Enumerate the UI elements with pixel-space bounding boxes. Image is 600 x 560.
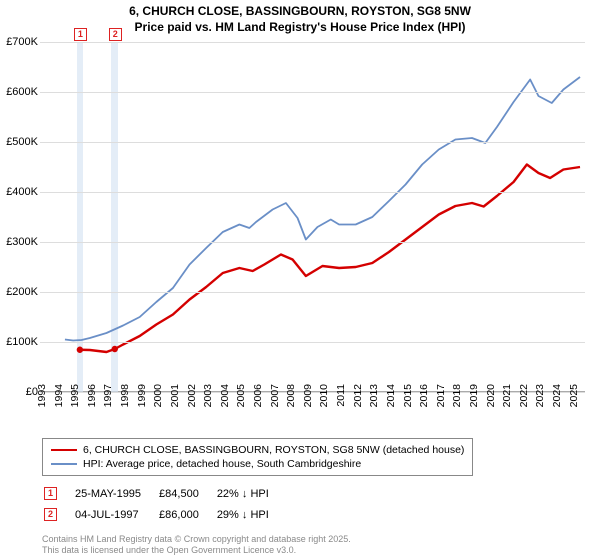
legend-label-hpi: HPI: Average price, detached house, Sout… [83,458,361,470]
sale-dot [112,346,118,352]
table-row: 1 25-MAY-1995 £84,500 22% ↓ HPI [44,484,285,503]
sale-delta: 22% ↓ HPI [217,484,285,503]
x-tick-label: 2003 [202,384,214,407]
legend: 6, CHURCH CLOSE, BASSINGBOURN, ROYSTON, … [42,438,473,476]
sale-price: £86,000 [159,505,215,524]
sale-marker-2: 2 [44,508,57,521]
y-tick-label: £300K [0,236,38,248]
chart-area: £0£100K£200K£300K£400K£500K£600K£700K199… [40,42,585,392]
x-tick-label: 2007 [269,384,281,407]
y-tick-label: £400K [0,186,38,198]
x-tick-label: 1998 [119,384,131,407]
sale-dot [77,347,83,353]
x-tick-label: 2017 [435,384,447,407]
x-tick-label: 2001 [169,384,181,407]
x-tick-label: 2018 [451,384,463,407]
chart-container: 6, CHURCH CLOSE, BASSINGBOURN, ROYSTON, … [0,0,600,560]
series-line-hpi [65,77,580,341]
y-tick-label: £200K [0,286,38,298]
x-tick-label: 2025 [568,384,580,407]
x-tick-label: 2005 [235,384,247,407]
attribution: Contains HM Land Registry data © Crown c… [42,534,351,556]
y-tick-label: £100K [0,336,38,348]
attribution-line-1: Contains HM Land Registry data © Crown c… [42,534,351,545]
legend-swatch-hpi [51,463,77,465]
x-tick-label: 2014 [385,384,397,407]
y-tick-label: £600K [0,86,38,98]
x-tick-label: 1997 [102,384,114,407]
legend-row-price-paid: 6, CHURCH CLOSE, BASSINGBOURN, ROYSTON, … [51,443,464,457]
x-tick-label: 1995 [69,384,81,407]
sale-date: 04-JUL-1997 [75,505,157,524]
x-tick-label: 2023 [534,384,546,407]
chart-marker-2: 2 [109,28,122,41]
sale-price: £84,500 [159,484,215,503]
sale-marker-1: 1 [44,487,57,500]
sale-delta: 29% ↓ HPI [217,505,285,524]
x-tick-label: 2006 [252,384,264,407]
x-tick-label: 1993 [36,384,48,407]
plot-svg [40,42,585,392]
y-tick-label: £700K [0,36,38,48]
chart-marker-1: 1 [74,28,87,41]
x-tick-label: 1996 [86,384,98,407]
x-tick-label: 2002 [186,384,198,407]
table-row: 2 04-JUL-1997 £86,000 29% ↓ HPI [44,505,285,524]
legend-row-hpi: HPI: Average price, detached house, Sout… [51,457,464,471]
x-tick-label: 1999 [136,384,148,407]
x-tick-label: 2010 [318,384,330,407]
attribution-line-2: This data is licensed under the Open Gov… [42,545,351,556]
legend-label-price-paid: 6, CHURCH CLOSE, BASSINGBOURN, ROYSTON, … [83,444,464,456]
x-tick-label: 2008 [285,384,297,407]
x-tick-label: 2022 [518,384,530,407]
x-tick-label: 2016 [418,384,430,407]
y-tick-label: £0 [0,386,38,398]
title-line-2: Price paid vs. HM Land Registry's House … [0,20,600,36]
x-tick-label: 2009 [302,384,314,407]
x-tick-label: 2021 [501,384,513,407]
x-tick-label: 2019 [468,384,480,407]
sale-points-table: 1 25-MAY-1995 £84,500 22% ↓ HPI 2 04-JUL… [42,482,287,526]
x-tick-label: 2013 [368,384,380,407]
x-tick-label: 2015 [402,384,414,407]
title-line-1: 6, CHURCH CLOSE, BASSINGBOURN, ROYSTON, … [0,4,600,20]
sale-date: 25-MAY-1995 [75,484,157,503]
x-tick-label: 2004 [219,384,231,407]
x-tick-label: 2012 [352,384,364,407]
x-tick-label: 2000 [152,384,164,407]
x-tick-label: 1994 [53,384,65,407]
plot-region: £0£100K£200K£300K£400K£500K£600K£700K199… [40,42,585,392]
x-tick-label: 2024 [551,384,563,407]
title-block: 6, CHURCH CLOSE, BASSINGBOURN, ROYSTON, … [0,0,600,37]
x-tick-label: 2011 [335,384,347,407]
x-tick-label: 2020 [485,384,497,407]
y-tick-label: £500K [0,136,38,148]
legend-swatch-price-paid [51,449,77,451]
